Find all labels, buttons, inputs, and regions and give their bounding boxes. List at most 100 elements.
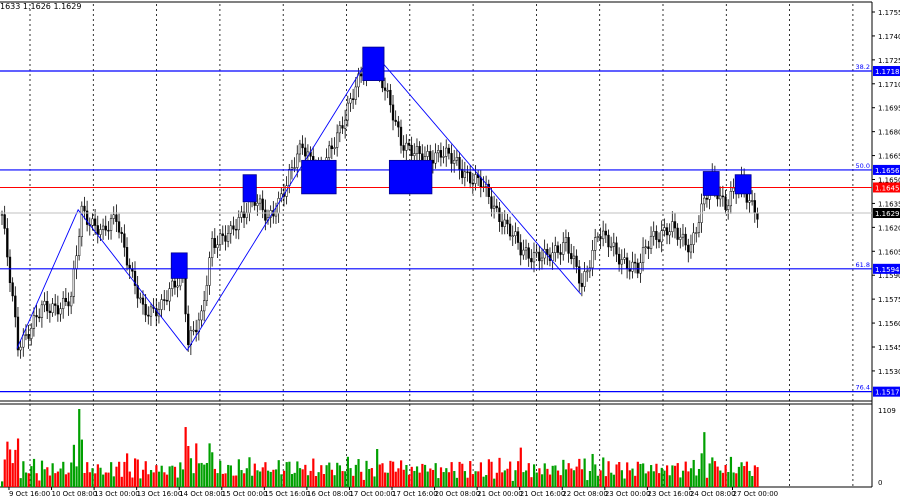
candle-body (128, 264, 131, 269)
volume-bar (362, 479, 365, 487)
highlight-box (362, 46, 385, 81)
volume-bar (171, 465, 174, 487)
candle-body (389, 89, 392, 106)
candle-body (583, 271, 586, 287)
volume-bar (463, 471, 467, 487)
candle-body (567, 237, 570, 254)
volume-bar (27, 473, 30, 487)
volume-bar (136, 459, 139, 487)
volume-bar (314, 476, 318, 487)
fib-level-label: 50.0 (856, 162, 870, 170)
volume-bar (474, 471, 477, 487)
zigzag-line (16, 54, 582, 351)
volume-bar (506, 468, 509, 487)
candle-body (32, 315, 36, 329)
volume-bar (51, 463, 54, 487)
volume-bar (354, 464, 357, 487)
candle-body (487, 183, 490, 197)
volume-bar (421, 463, 424, 487)
time-label: 14 Oct 08:00 (179, 490, 225, 498)
candle-body (543, 248, 546, 259)
volume-bar (570, 468, 573, 487)
volume-bar (392, 461, 395, 487)
volume-bar (267, 470, 270, 487)
volume-bar (623, 478, 626, 487)
volume-bar (695, 475, 698, 487)
volume-bar (501, 472, 504, 487)
volume-bar (644, 473, 647, 487)
candle-body (341, 125, 344, 129)
volume-bar (679, 477, 682, 487)
highlight-box (702, 171, 720, 196)
candle-body (660, 230, 663, 243)
volume-bar (384, 472, 387, 487)
volume-bar (631, 468, 634, 487)
volume-bar (450, 462, 453, 487)
candle-body (173, 280, 177, 288)
time-label: 17 Oct 00:00 (349, 490, 395, 498)
volume-bar (673, 465, 677, 487)
volume-bar (208, 443, 211, 487)
candle-body (357, 73, 360, 88)
volume-bar (482, 476, 485, 487)
candle-body (147, 314, 150, 317)
price-badge (873, 164, 900, 175)
volume-bar (19, 478, 22, 487)
volume-bar (485, 475, 488, 487)
volume-bar (684, 461, 687, 487)
volume-bar (1, 481, 4, 487)
candle-body (80, 205, 83, 237)
volume-bar (147, 474, 150, 487)
volume-bar (655, 463, 658, 487)
candle-body (19, 346, 22, 351)
volume-bar (700, 453, 703, 487)
volume-bar (660, 467, 663, 487)
candle-body (474, 174, 477, 184)
volume-bar (160, 465, 163, 487)
volume-bar (442, 472, 445, 487)
candle-body (689, 244, 693, 253)
candle-body (644, 246, 647, 249)
volume-bar (149, 469, 153, 487)
volume-bar (567, 463, 570, 487)
candle-body (16, 316, 20, 351)
volume-bar (572, 470, 576, 487)
volume-bar (636, 461, 639, 487)
candle-body (35, 315, 38, 318)
volume-bar (78, 409, 81, 487)
candle-body (455, 157, 459, 161)
price-badge-label: 1.1517 (875, 389, 900, 397)
volume-bar (748, 470, 751, 487)
volume-bar (349, 468, 352, 487)
volume-bar (745, 461, 748, 487)
candle-body (210, 238, 214, 258)
candle-body (679, 236, 682, 240)
volume-bar (336, 462, 339, 487)
candle-body (75, 255, 78, 270)
volume-bar (671, 465, 674, 487)
candle-body (83, 205, 86, 212)
time-label: 23 Oct 16:00 (647, 490, 693, 498)
candle-body (750, 200, 754, 202)
candle-body (338, 125, 341, 134)
volume-bar (580, 469, 584, 487)
candle-body (607, 234, 610, 248)
volume-bar (650, 465, 653, 487)
volume-bar (445, 468, 448, 487)
volume-bar (187, 446, 190, 487)
candle-body (354, 86, 357, 100)
volume-bar (54, 473, 57, 487)
volume-bar (705, 477, 709, 487)
candle-body (163, 299, 166, 301)
volume-bar (394, 471, 397, 487)
candle-body (668, 231, 671, 236)
volume-bar (251, 475, 254, 487)
candle-body (697, 222, 701, 233)
volume-bar (407, 474, 411, 487)
volume-bar (32, 458, 36, 487)
price-tick-label: 1.1740 (878, 33, 900, 41)
candle-body (609, 246, 613, 248)
volume-bar (352, 475, 355, 487)
volume-bar (365, 460, 368, 487)
